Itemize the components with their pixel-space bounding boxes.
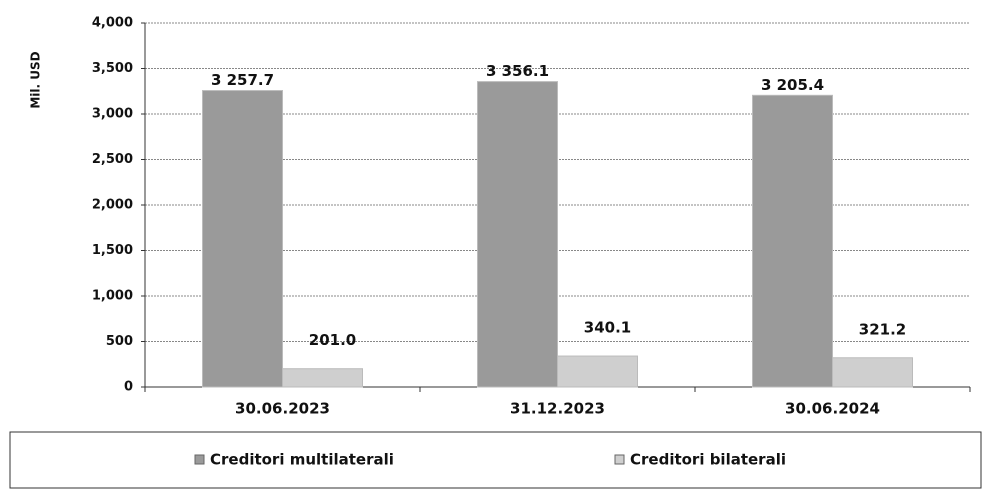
legend-swatch (194, 454, 205, 465)
x-tick-label: 30.06.2024 (785, 400, 880, 418)
legend-swatch (614, 454, 625, 465)
bar (202, 90, 283, 388)
bar (832, 357, 913, 388)
y-tick-label: 3,000 (92, 107, 133, 122)
bar (282, 368, 363, 388)
value-label: 3 205.4 (761, 76, 824, 94)
y-tick-label: 1,000 (92, 289, 133, 304)
value-label: 3 257.7 (211, 71, 274, 89)
y-tick-label: 3,500 (92, 61, 133, 76)
y-tick-label: 1,500 (92, 243, 133, 258)
y-tick-label: 2,000 (92, 198, 133, 213)
x-tick-label: 30.06.2023 (235, 400, 330, 418)
bar (477, 81, 558, 388)
x-tick-label: 31.12.2023 (510, 400, 605, 418)
value-label: 321.2 (859, 320, 906, 338)
bar (752, 94, 833, 388)
value-label: 3 356.1 (486, 62, 549, 80)
y-tick-label: 4,000 (92, 16, 133, 31)
y-tick-label: 0 (124, 380, 133, 395)
bar (557, 355, 638, 388)
value-label: 201.0 (309, 331, 356, 349)
y-axis-label: Mil. USD (29, 51, 43, 108)
y-tick-label: 500 (106, 334, 133, 349)
y-tick-label: 2,500 (92, 152, 133, 167)
legend-box (9, 431, 982, 489)
value-label: 340.1 (584, 319, 631, 337)
legend-label: Creditori multilaterali (210, 451, 394, 469)
legend-label: Creditori bilaterali (630, 451, 786, 469)
